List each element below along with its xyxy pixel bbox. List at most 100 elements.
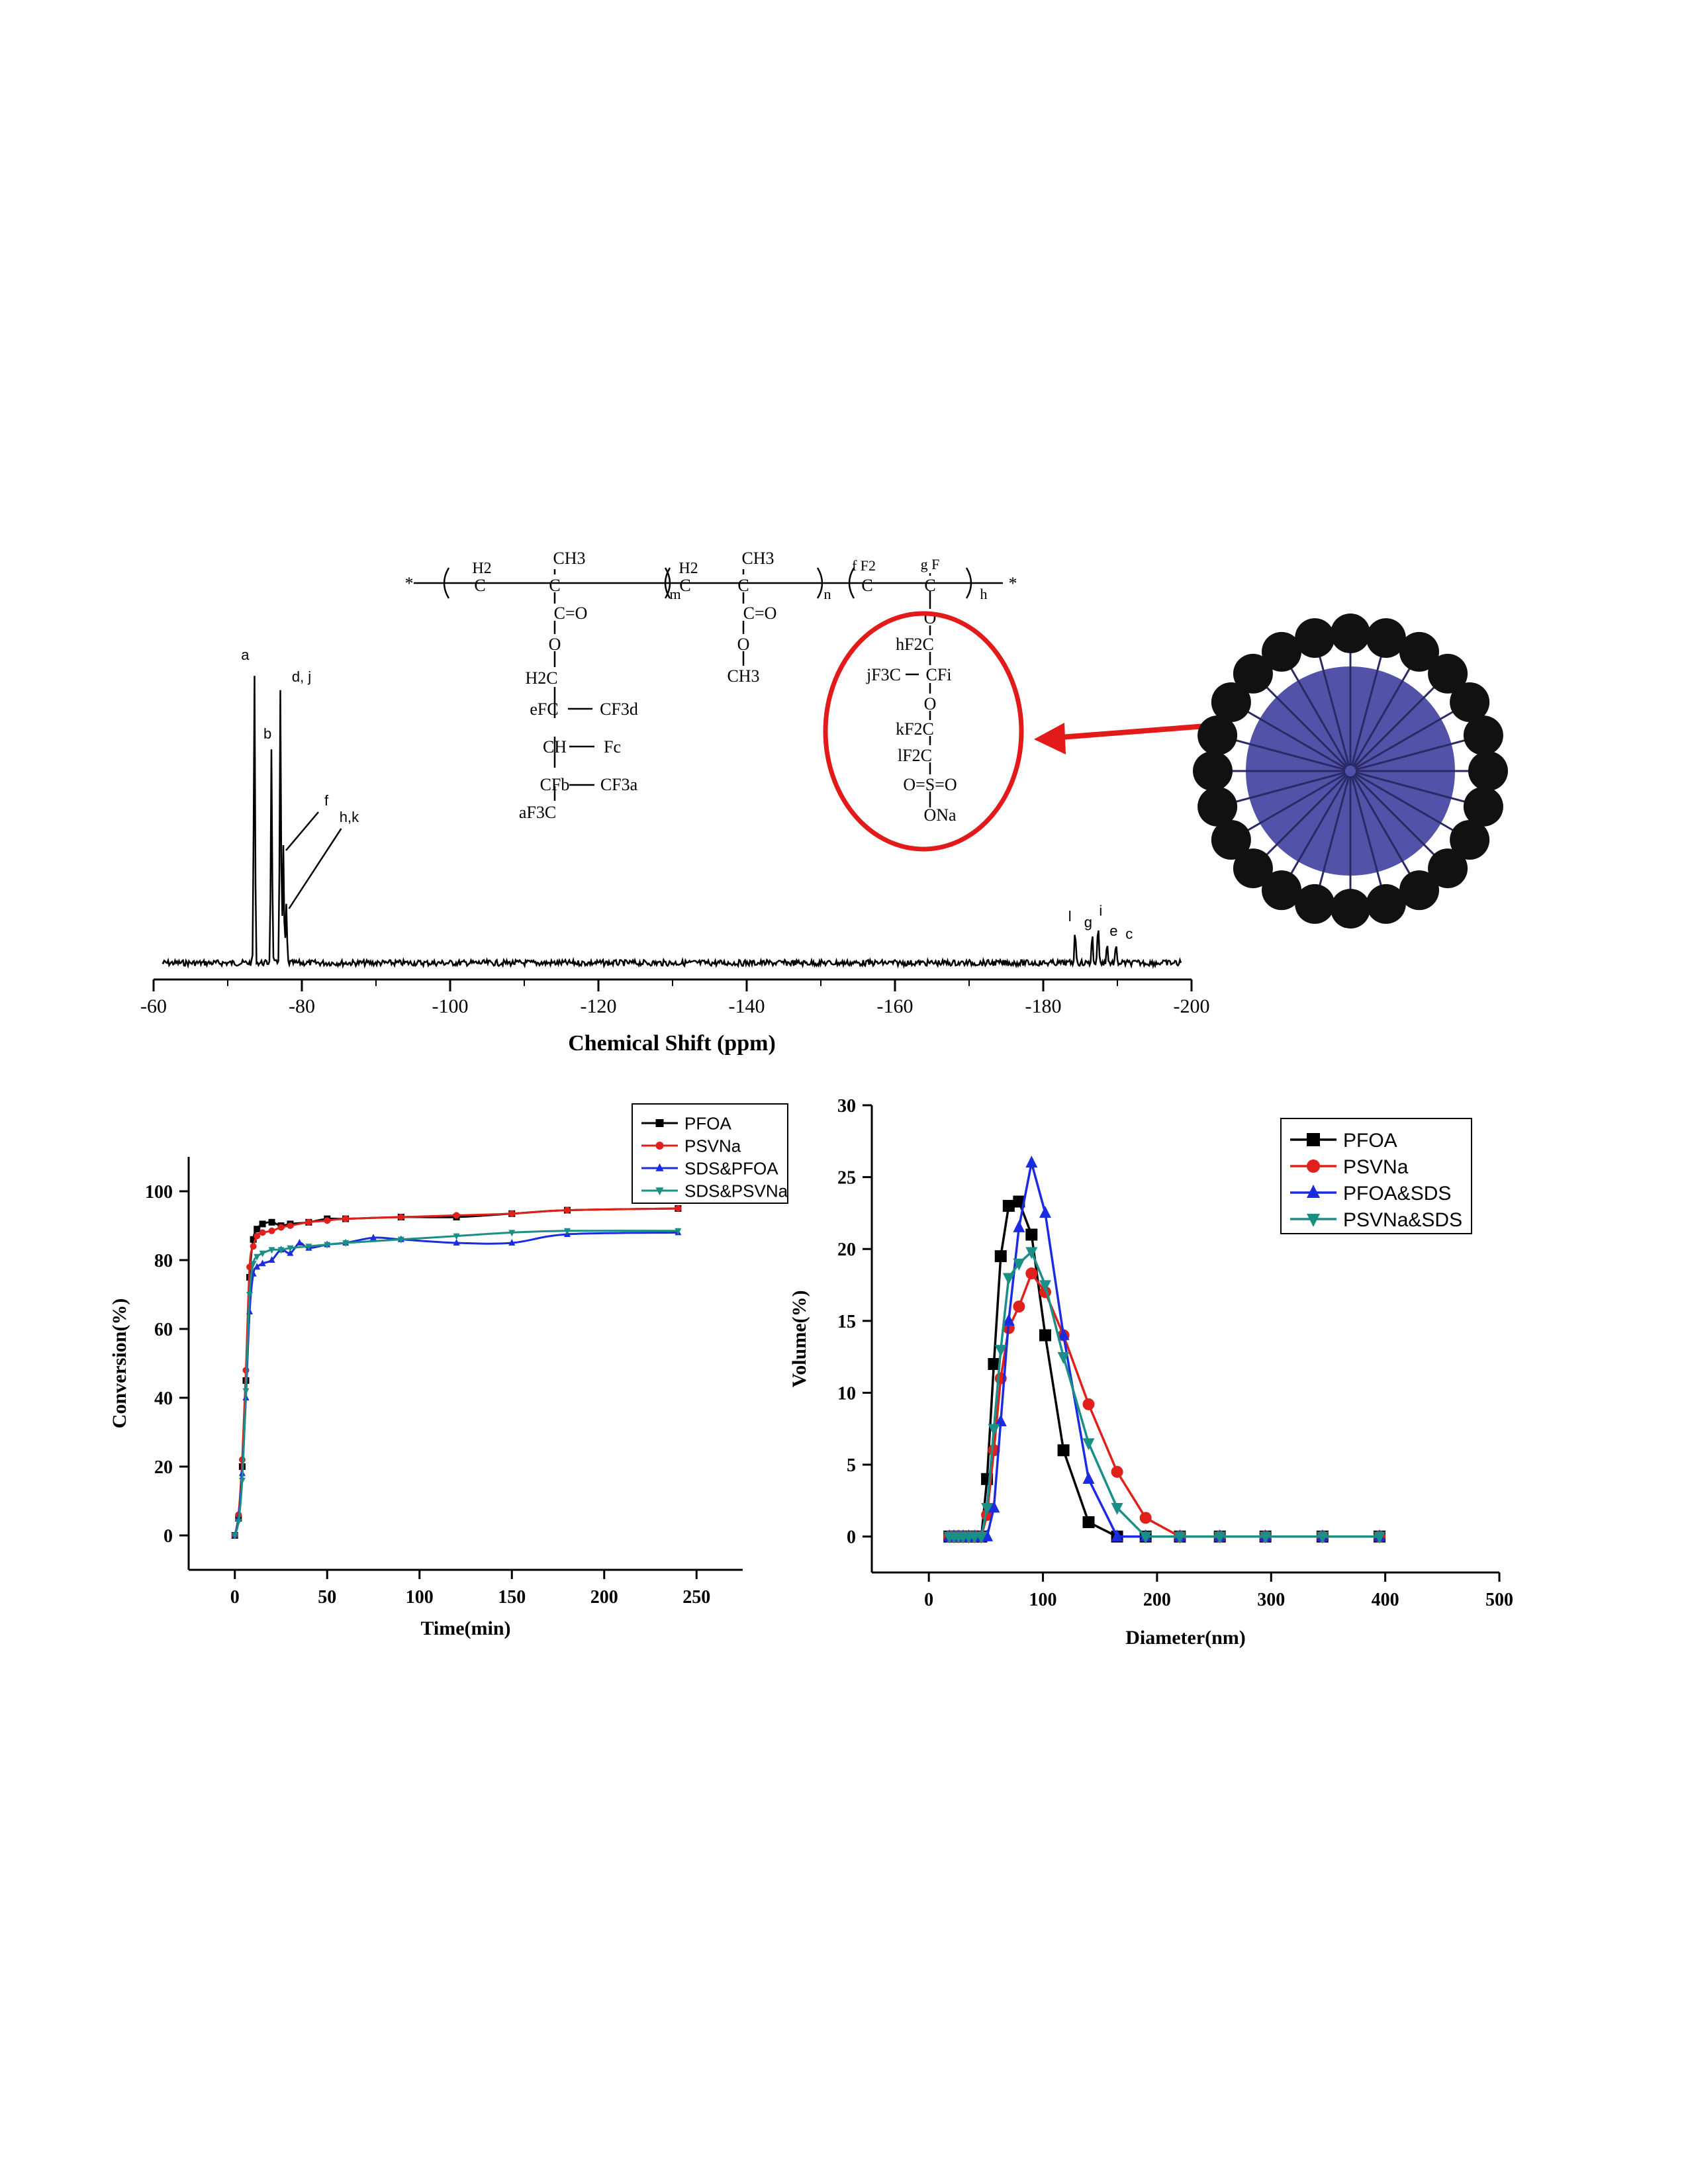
data-point xyxy=(296,1239,303,1246)
nmr-trace xyxy=(162,676,1182,970)
nmr-peak-label: e xyxy=(1109,923,1117,939)
data-point xyxy=(242,1388,250,1395)
nmr-tick-label: -80 xyxy=(289,995,315,1017)
label-efc: eFC xyxy=(530,700,558,719)
surfactant-tail xyxy=(1350,643,1386,766)
nmr-peak-label: l xyxy=(1068,908,1072,925)
label-hf2c: hF2C xyxy=(896,635,934,654)
y-tick-label: 40 xyxy=(154,1388,173,1409)
nmr-tick-label: -140 xyxy=(729,995,765,1017)
label-carbonyl: C=O xyxy=(743,604,777,623)
data-point xyxy=(250,1261,257,1268)
data-point xyxy=(453,1239,460,1246)
label-oxygen: O xyxy=(549,635,561,654)
label-f-f2: f F2 xyxy=(852,557,876,574)
data-point xyxy=(246,1263,254,1271)
data-point xyxy=(1213,1531,1226,1544)
series-line xyxy=(949,1200,1380,1538)
x-tick-label: 300 xyxy=(1257,1590,1285,1610)
label-h2: H2 xyxy=(472,560,491,577)
label-g-f: g F xyxy=(921,556,940,572)
surfactant-head xyxy=(1399,631,1439,672)
y-tick-label: 20 xyxy=(837,1240,856,1260)
surfactant-tail xyxy=(1352,656,1418,767)
label-oxygen: O xyxy=(924,608,937,627)
data-point xyxy=(563,1206,571,1214)
y-tick-label: 60 xyxy=(154,1320,173,1340)
data-point xyxy=(238,1477,246,1484)
legend-marker xyxy=(655,1119,664,1127)
data-point xyxy=(1025,1156,1038,1168)
label-af3c: aF3C xyxy=(519,803,556,822)
data-point xyxy=(563,1228,571,1235)
data-point xyxy=(1013,1220,1025,1232)
conversion-chart: 0 50 100 150 200 250 0 20 40 60 80 100 Time(min) Conv… xyxy=(109,1103,788,1639)
data-point xyxy=(675,1228,682,1235)
legend-marker xyxy=(655,1163,664,1171)
surfactant-head xyxy=(1197,715,1238,756)
legend-label: PSVNa&SDS xyxy=(1343,1209,1462,1231)
legend-label: PFOA xyxy=(1343,1130,1397,1152)
x-axis-label: Time(min) xyxy=(420,1617,510,1639)
legend-marker xyxy=(1307,1133,1320,1146)
y-tick-label: 100 xyxy=(145,1182,173,1203)
nmr-peak-label: f xyxy=(324,792,329,809)
surfactant-tail xyxy=(1222,771,1346,807)
label-c: C xyxy=(737,576,749,595)
data-point xyxy=(259,1250,266,1257)
nmr-peak-label: a xyxy=(241,647,250,663)
data-point xyxy=(397,1236,404,1244)
nmr-tick-label: -160 xyxy=(877,995,914,1017)
surfactant-tail xyxy=(1355,735,1479,771)
legend-label: SDS&PFOA xyxy=(684,1158,778,1178)
data-point xyxy=(1057,1351,1070,1364)
data-point xyxy=(1039,1280,1051,1293)
surfactant-tail xyxy=(1354,704,1466,770)
nmr-peak-labels: a b d, j f h,k l gie c xyxy=(241,647,1133,942)
label-ch3: CH3 xyxy=(727,666,759,686)
data-point xyxy=(287,1249,294,1256)
x-tick-label: 500 xyxy=(1485,1590,1513,1610)
y-tick-label: 0 xyxy=(847,1527,856,1548)
surfactant-head xyxy=(1262,870,1301,911)
data-point xyxy=(508,1239,516,1246)
x-tick-label: 100 xyxy=(1029,1590,1057,1610)
data-point xyxy=(342,1240,350,1247)
label-cfi: CFi xyxy=(925,665,951,684)
label-c: C xyxy=(861,576,872,595)
y-tick-label: 30 xyxy=(837,1096,856,1116)
data-point xyxy=(305,1244,312,1251)
nmr-x-label: Chemical Shift (ppm) xyxy=(568,1031,776,1056)
data-point xyxy=(1057,1328,1070,1340)
surfactant-head xyxy=(1211,682,1251,722)
data-point xyxy=(287,1222,294,1229)
end-asterisk: * xyxy=(405,574,414,593)
data-point xyxy=(1374,1531,1386,1544)
legend-label: PSVNa xyxy=(684,1136,741,1156)
series-line xyxy=(949,1250,1380,1538)
x-tick-label: 0 xyxy=(230,1587,240,1608)
data-point xyxy=(1082,1472,1095,1484)
size-distribution-chart: 0 100 200 300 400 500 0 5 10 15 20 25 30 Diameter(nm)… xyxy=(788,1096,1513,1649)
nmr-spectrum: -60 -80 -100 -120 -140 -160 -180 -200 a b d, j f h,… xyxy=(140,647,1210,1056)
x-tick-label: 400 xyxy=(1372,1590,1399,1610)
data-point xyxy=(508,1210,516,1217)
legend-marker xyxy=(655,1187,664,1196)
series-line xyxy=(234,1207,679,1536)
data-point xyxy=(324,1217,331,1224)
structure-labels: * H2 C CH3 C m C=O O H2C eFC CF3d CH Fc … xyxy=(405,549,1017,825)
x-tick-label: 150 xyxy=(498,1587,526,1608)
label-oxygen: O xyxy=(924,694,937,713)
data-point xyxy=(453,1233,460,1240)
data-point xyxy=(250,1243,257,1250)
y-axis-label: Conversion(%) xyxy=(109,1298,130,1429)
surfactant-tail xyxy=(1235,772,1346,839)
nmr-tick-label: -180 xyxy=(1025,995,1062,1017)
label-cf3d: CF3d xyxy=(600,700,638,719)
data-point xyxy=(1082,1398,1095,1410)
series-line xyxy=(234,1231,679,1536)
data-point xyxy=(1002,1314,1015,1326)
data-point xyxy=(1259,1531,1272,1544)
surfactant-tail xyxy=(1315,643,1350,766)
y-tick-label: 15 xyxy=(837,1312,856,1332)
